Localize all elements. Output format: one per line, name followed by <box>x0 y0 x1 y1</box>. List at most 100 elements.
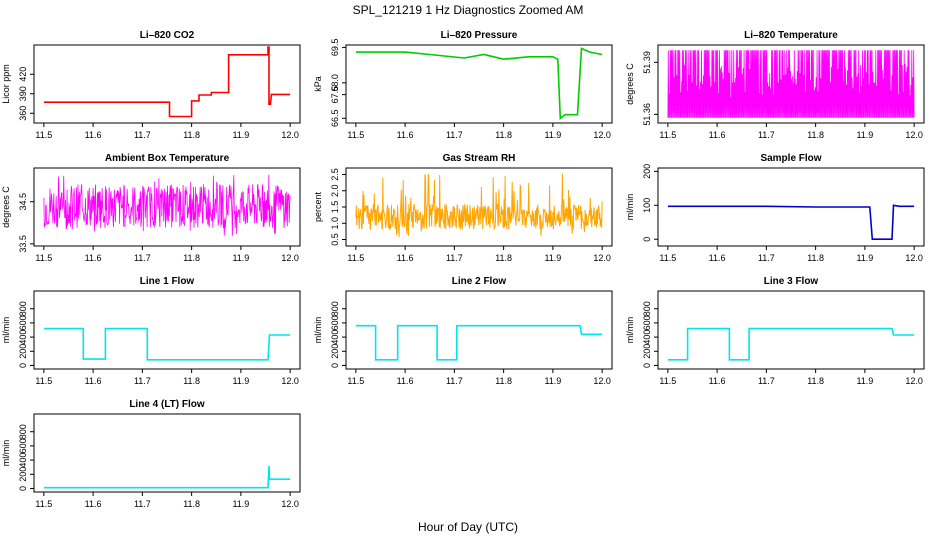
y-tick-label: 0.5 <box>330 233 340 246</box>
x-tick-label: 11.5 <box>659 130 676 140</box>
y-tick-label: 400 <box>18 330 28 345</box>
x-tick-label: 12.0 <box>593 376 611 386</box>
y-tick-label: 100 <box>642 198 652 213</box>
y-tick-label: 0 <box>642 237 652 242</box>
x-tick-label: 12.0 <box>593 130 611 140</box>
x-tick-label: 11.5 <box>347 130 364 140</box>
x-tick-label: 11.9 <box>232 376 249 386</box>
x-tick-label: 11.7 <box>134 253 151 263</box>
y-tick-label: 0 <box>330 363 340 368</box>
figure-xlabel: Hour of Day (UTC) <box>418 520 518 534</box>
y-tick-label: 200 <box>642 164 652 179</box>
panel-frame <box>657 290 925 370</box>
y-tick-label: 0 <box>18 486 28 491</box>
y-tick-label: 0 <box>18 363 28 368</box>
panel-6: Sample Flow ml/min 11.5 11.6 11.7 11.8 11.9 12.… <box>625 153 925 263</box>
x-tick-label: 11.5 <box>347 376 364 386</box>
y-tick-label: 1.0 <box>330 217 340 230</box>
series-line <box>355 324 603 361</box>
x-tick-label: 11.7 <box>446 376 463 386</box>
panel-1: Li–820 CO2 Licor ppm 11.5 11.6 11.7 11.8 11.9 1… <box>1 30 301 140</box>
y-tick-label: 400 <box>642 330 652 345</box>
y-tick-label: 600 <box>18 315 28 330</box>
x-tick-label: 11.6 <box>85 253 102 263</box>
x-tick-label: 11.7 <box>446 130 463 140</box>
x-tick-label: 12.0 <box>905 376 923 386</box>
x-tick-label: 12.0 <box>905 253 923 263</box>
y-tick-label: 800 <box>330 301 340 316</box>
panel-title: Li–820 Pressure <box>441 30 518 41</box>
x-tick-label: 11.8 <box>183 376 200 386</box>
x-tick-label: 11.5 <box>35 253 52 263</box>
y-tick-label: 68.0 <box>330 74 340 92</box>
series-line <box>43 46 291 118</box>
panel-frame <box>33 167 301 247</box>
panel-title: Ambient Box Temperature <box>105 153 230 164</box>
series-line <box>43 174 291 236</box>
y-tick-label: 200 <box>18 467 28 482</box>
x-tick-label: 11.9 <box>544 130 561 140</box>
panel-2: Li–820 Pressure kPa 11.5 11.6 11.7 11.8 11.9 12… <box>313 30 613 140</box>
x-tick-label: 11.9 <box>544 376 561 386</box>
x-tick-label: 11.6 <box>709 376 726 386</box>
x-tick-label: 11.8 <box>807 376 824 386</box>
y-tick-label: 34.5 <box>18 193 28 211</box>
panel-ylabel: degrees C <box>625 63 635 105</box>
series-line <box>667 50 915 118</box>
y-tick-label: 200 <box>18 344 28 359</box>
panel-10: Line 4 (LT) Flow ml/min 11.5 11.6 11.7 11.8 11… <box>1 399 301 509</box>
y-tick-label: 33.5 <box>18 235 28 253</box>
x-tick-label: 11.9 <box>856 253 873 263</box>
x-tick-label: 11.6 <box>397 253 414 263</box>
x-tick-label: 11.8 <box>495 130 512 140</box>
y-tick-label: 2.5 <box>330 168 340 181</box>
figure-title: SPL_121219 1 Hz Diagnostics Zoomed AM <box>353 3 584 17</box>
series-line <box>667 327 915 361</box>
x-tick-label: 11.8 <box>183 253 200 263</box>
x-tick-label: 11.9 <box>544 253 561 263</box>
y-tick-label: 400 <box>330 330 340 345</box>
series-line <box>43 465 291 489</box>
panel-title: Li–820 CO2 <box>140 30 195 41</box>
panel-title: Line 1 Flow <box>140 276 195 287</box>
panel-4: Ambient Box Temperature degrees C 11.5 11.6… <box>1 153 301 263</box>
panel-frame <box>33 44 301 124</box>
x-tick-label: 11.7 <box>446 253 463 263</box>
y-tick-label: 51.39 <box>642 51 652 74</box>
y-tick-label: 800 <box>18 424 28 439</box>
panel-frame <box>345 290 613 370</box>
x-tick-label: 11.6 <box>85 130 102 140</box>
x-tick-label: 11.7 <box>758 130 775 140</box>
y-tick-label: 51.36 <box>642 103 652 126</box>
x-tick-label: 11.6 <box>709 130 726 140</box>
x-tick-label: 11.5 <box>35 376 52 386</box>
x-tick-label: 12.0 <box>905 130 923 140</box>
x-tick-label: 12.0 <box>281 376 299 386</box>
x-tick-label: 11.9 <box>856 130 873 140</box>
y-tick-label: 600 <box>642 315 652 330</box>
y-tick-label: 69.5 <box>330 39 340 57</box>
y-tick-label: 390 <box>18 86 28 101</box>
panel-3: Li–820 Temperature degrees C 11.5 11.6 11.7 1… <box>625 30 925 140</box>
series-line <box>355 173 603 238</box>
x-tick-label: 11.5 <box>35 130 52 140</box>
x-tick-label: 11.7 <box>134 376 151 386</box>
y-tick-label: 67.5 <box>330 86 340 104</box>
x-tick-label: 11.9 <box>856 376 873 386</box>
panel-frame <box>345 167 613 247</box>
panel-ylabel: ml/min <box>313 317 323 344</box>
x-tick-label: 11.6 <box>397 376 414 386</box>
panels-group: Li–820 CO2 Licor ppm 11.5 11.6 11.7 11.8 11.9 1… <box>1 30 925 509</box>
x-tick-label: 11.5 <box>347 253 364 263</box>
y-tick-label: 66.5 <box>330 110 340 128</box>
panel-frame <box>657 167 925 247</box>
x-tick-label: 12.0 <box>593 253 611 263</box>
x-tick-label: 11.6 <box>85 376 102 386</box>
panel-frame <box>33 413 301 493</box>
x-tick-label: 11.7 <box>134 499 151 509</box>
panel-ylabel: kPa <box>313 76 323 92</box>
y-tick-label: 200 <box>330 344 340 359</box>
panel-ylabel: percent <box>313 191 323 222</box>
panel-title: Line 2 Flow <box>452 276 507 287</box>
